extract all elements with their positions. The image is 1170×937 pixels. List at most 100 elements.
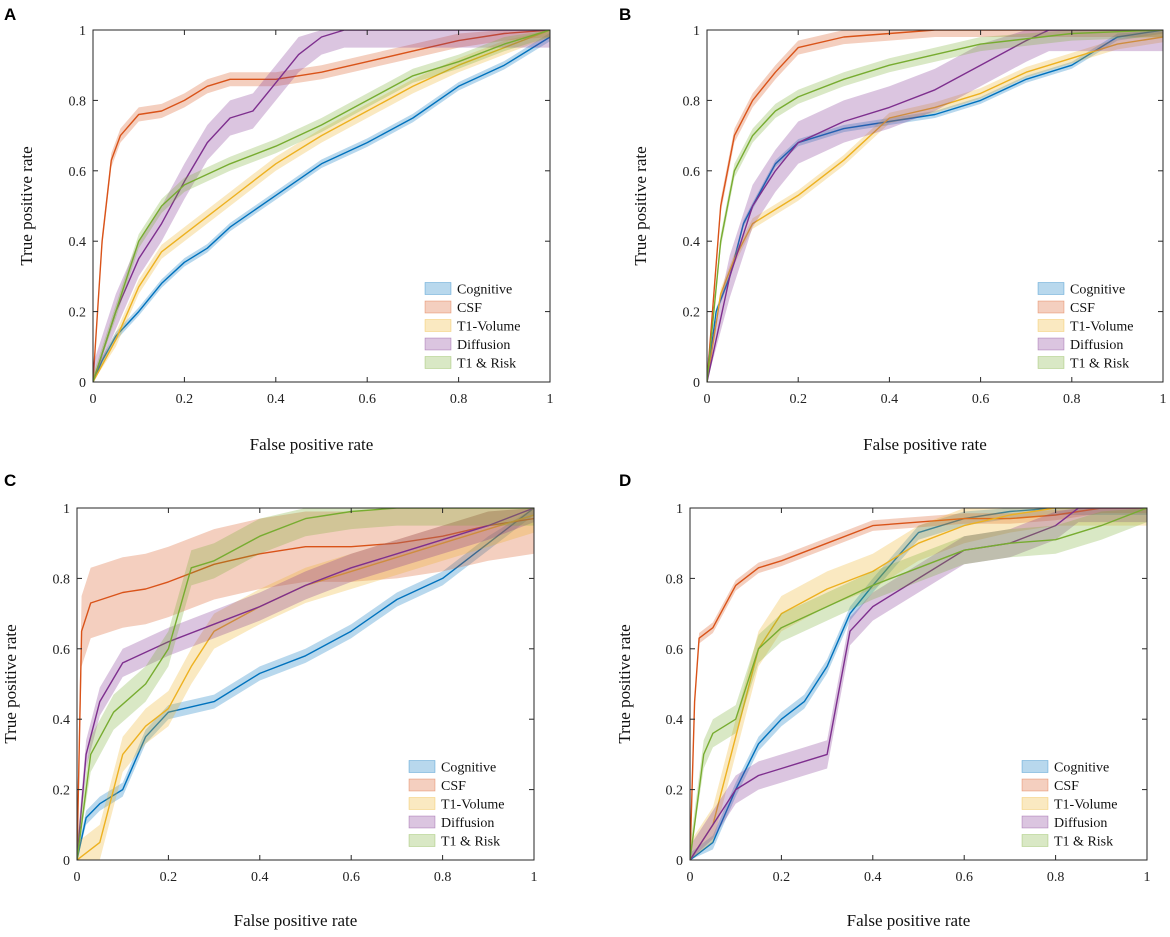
panel-c-line-cognitive xyxy=(77,508,534,860)
panel-a-band-cognitive xyxy=(93,32,550,382)
panel-d: D 0 0.2 0.4 0.6 0.8 1 0 0.2 0.4 0.6 0.8 1 False posit… xyxy=(615,471,1151,930)
panel-b-xtick-label: 0.6 xyxy=(972,392,990,407)
panel-b-legend-label-t1-volume: T1-Volume xyxy=(1070,320,1134,335)
panel-a-line-t1-and-risk xyxy=(93,30,550,382)
panel-d-ytick-label: 0.8 xyxy=(666,572,684,587)
panel-d-xtick-label: 1 xyxy=(1144,870,1151,885)
panel-b-line-csf xyxy=(707,30,1163,382)
panel-b-series-group xyxy=(707,30,1163,382)
panel-b: B 0 0.2 0.4 0.6 0.8 1 0 0.2 0.4 0.6 0.8 1 False posit… xyxy=(619,5,1167,454)
panel-b-xtick-label: 0.4 xyxy=(881,392,899,407)
panel-c-band-csf xyxy=(77,508,534,860)
panel-d-xtick-label: 0.6 xyxy=(955,870,973,885)
panel-b-legend-label-cognitive: Cognitive xyxy=(1070,283,1125,298)
panel-b-ytick-label: 1 xyxy=(693,24,700,39)
panel-a-line-csf xyxy=(93,30,550,382)
panel-a-y-axis-title: True positive rate xyxy=(17,146,36,265)
panel-b-band-diffusion xyxy=(707,30,1163,382)
panel-b-ytick-label: 0.2 xyxy=(683,306,701,321)
panel-c-letter: C xyxy=(4,471,16,490)
panel-b-xtick-label: 0.8 xyxy=(1063,392,1081,407)
panel-a-ytick-label: 0.4 xyxy=(69,235,87,250)
panel-c-ytick-label: 1 xyxy=(63,502,70,517)
panel-d-legend-swatch-t1-volume xyxy=(1021,797,1049,810)
panel-b-ytick-label: 0.8 xyxy=(683,94,701,109)
panel-d-ytick-label: 1 xyxy=(676,502,683,517)
panel-b-legend-swatch-csf xyxy=(1037,300,1065,314)
panel-a-legend: Cognitive CSF T1-Volume Diffusion T1 & Risk xyxy=(421,276,539,376)
panel-b-legend-swatch-t1-and-risk xyxy=(1037,356,1065,369)
panel-c-line-t1-and-risk xyxy=(77,508,534,860)
panel-a-legend-swatch-t1-and-risk xyxy=(424,356,452,369)
panel-d-xtick-label: 0 xyxy=(687,870,694,885)
panel-a-legend-swatch-diffusion xyxy=(424,337,452,351)
panel-a-ytick-label: 0.8 xyxy=(69,94,87,109)
panel-d-ytick-label: 0.6 xyxy=(666,643,684,658)
panel-b-x-axis-title: False positive rate xyxy=(863,435,987,454)
panel-c-ytick-label: 0.2 xyxy=(53,784,71,799)
panel-a-legend-swatch-t1-volume xyxy=(424,319,452,332)
panel-a-legend-swatch-csf xyxy=(424,300,452,314)
panel-d-legend-label-csf: CSF xyxy=(1054,779,1079,794)
panel-b-xtick-label: 0 xyxy=(704,392,711,407)
panel-a-xtick-label: 0.8 xyxy=(450,392,468,407)
panel-d-legend-swatch-cognitive xyxy=(1021,760,1049,773)
panel-c-xtick-label: 0.4 xyxy=(251,870,269,885)
panel-a-axes-box xyxy=(92,29,551,383)
panel-d-xtick-label: 0.8 xyxy=(1047,870,1065,885)
panel-d-legend-label-diffusion: Diffusion xyxy=(1054,816,1107,831)
panel-c-xtick-label: 0 xyxy=(74,870,81,885)
panel-d-series-group xyxy=(690,508,1147,860)
panel-c-x-axis-title: False positive rate xyxy=(234,911,358,930)
panel-b-legend-label-t1-and-risk: T1 & Risk xyxy=(1070,357,1129,372)
panel-d-y-axis-title: True positive rate xyxy=(615,624,634,743)
panel-b-legend-swatch-diffusion xyxy=(1037,337,1065,351)
panel-a-xtick-label: 0.4 xyxy=(267,392,285,407)
panel-d-ytick-label: 0.4 xyxy=(666,713,684,728)
panel-b-legend-box xyxy=(1034,276,1152,376)
panel-c-legend-swatch-t1-volume xyxy=(408,797,436,810)
panel-c-series-group xyxy=(77,508,534,860)
panel-d-legend-label-t1-volume: T1-Volume xyxy=(1054,798,1118,813)
panel-c-legend-box xyxy=(405,754,523,854)
panel-d-line-t1-volume xyxy=(690,508,1147,860)
panel-d-legend-swatch-diffusion xyxy=(1021,815,1049,829)
panel-a-ytick-label: 0 xyxy=(79,376,86,391)
panel-c-band-t1-volume xyxy=(77,508,534,860)
panel-c-legend-swatch-cognitive xyxy=(408,760,436,773)
panel-a-legend-label-cognitive: Cognitive xyxy=(457,283,512,298)
panel-b-xtick-label: 0.2 xyxy=(789,392,807,407)
panel-a-ytick-label: 0.6 xyxy=(69,165,87,180)
panel-a-ytick-label: 0.2 xyxy=(69,306,87,321)
panel-d-legend: Cognitive CSF T1-Volume Diffusion T1 & Risk xyxy=(1018,754,1136,854)
panel-a-line-cognitive xyxy=(93,36,550,382)
panel-c-xtick-label: 1 xyxy=(531,870,538,885)
panel-c-band-diffusion xyxy=(77,508,534,860)
panel-d-band-t1-volume xyxy=(690,508,1147,860)
panel-a-xtick-label: 0.6 xyxy=(358,392,376,407)
panel-a-legend-label-diffusion: Diffusion xyxy=(457,338,510,353)
panel-c-legend-swatch-csf xyxy=(408,778,436,792)
panel-c-legend: Cognitive CSF T1-Volume Diffusion T1 & Risk xyxy=(405,754,523,854)
panel-c-y-axis-title: True positive rate xyxy=(1,624,20,743)
panel-a-xtick-label: 0.2 xyxy=(176,392,194,407)
panel-d-legend-swatch-csf xyxy=(1021,778,1049,792)
panel-b-y-axis-title: True positive rate xyxy=(631,146,650,265)
panel-a-ytick-label: 1 xyxy=(79,24,86,39)
panel-c-line-csf xyxy=(77,517,534,860)
panel-c-legend-label-diffusion: Diffusion xyxy=(441,816,494,831)
panel-c-ytick-label: 0 xyxy=(63,854,70,869)
panel-a-legend-label-t1-volume: T1-Volume xyxy=(457,320,521,335)
panel-c-xtick-label: 0.2 xyxy=(160,870,178,885)
panel-c-legend-label-t1-volume: T1-Volume xyxy=(441,798,505,813)
panel-d-letter: D xyxy=(619,471,631,490)
panel-b-xtick-label: 1 xyxy=(1160,392,1167,407)
panel-b-legend-label-csf: CSF xyxy=(1070,301,1095,316)
panel-d-axes-box xyxy=(689,507,1148,861)
panel-d-x-axis-title: False positive rate xyxy=(847,911,971,930)
panel-d-xtick-label: 0.4 xyxy=(864,870,882,885)
panel-c-legend-label-csf: CSF xyxy=(441,779,466,794)
panel-b-ytick-label: 0.6 xyxy=(683,165,701,180)
panel-c: C 0 0.2 0.4 0.6 0.8 1 0 0.2 0.4 0.6 0.8 1 False posit… xyxy=(1,471,538,930)
panel-c-legend-label-t1-and-risk: T1 & Risk xyxy=(441,835,500,850)
